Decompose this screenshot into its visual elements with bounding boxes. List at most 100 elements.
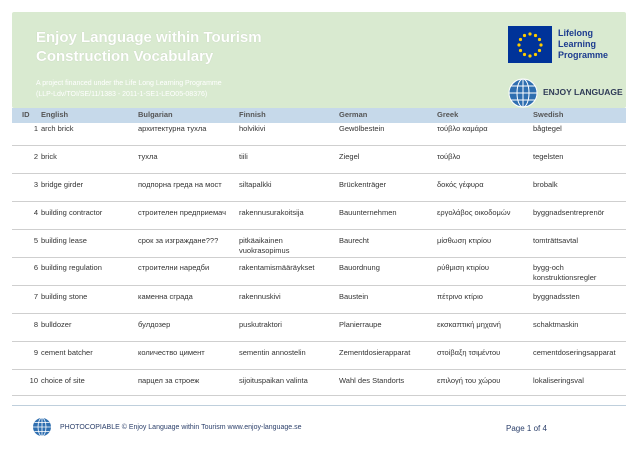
cell-greek: εργολάβος οικοδομών <box>437 208 511 217</box>
cell-bulgarian: количество цимент <box>138 348 205 357</box>
cell-id: 10 <box>29 376 38 385</box>
cell-greek: τούβλο καμάρα <box>437 124 488 133</box>
lifelong-learning-logo: Lifelong Learning Programme <box>508 26 626 66</box>
cell-bulgarian: подпорна греда на мост <box>138 180 222 189</box>
cell-greek: μίσθωση κτιρίου <box>437 236 492 245</box>
table-row: 9 cement batcher количество цимент semen… <box>12 347 626 371</box>
table-row: 6 building regulation строителни наредби… <box>12 262 626 286</box>
table-header: ID English Bulgarian Finnish German Gree… <box>12 108 626 123</box>
column-header-finnish: Finnish <box>239 110 266 119</box>
cell-english: building lease <box>41 236 87 245</box>
cell-swedish: lokaliseringsval <box>533 376 584 385</box>
table-row: 3 bridge girder подпорна греда на мост s… <box>12 179 626 203</box>
column-header-english: English <box>41 110 69 119</box>
cell-bulgarian: строителен предприемач <box>138 208 227 217</box>
cell-greek: πέτρινο κτίριο <box>437 292 483 301</box>
enjoy-language-logo: ENJOY LANGUAGE <box>508 78 630 112</box>
cell-greek: επιλογή του χώρου <box>437 376 501 385</box>
column-header-greek: Greek <box>437 110 459 119</box>
cell-english: building regulation <box>41 263 102 272</box>
row-divider <box>12 145 626 146</box>
cell-swedish: byggnadsentreprenör <box>533 208 605 217</box>
cell-finnish: rakennusurakoitsija <box>239 208 304 217</box>
cell-german: Bauordnung <box>339 263 380 272</box>
cell-greek: δοκός γέφυρα <box>437 180 484 189</box>
row-divider <box>12 257 626 258</box>
cell-id: 6 <box>33 263 38 272</box>
cell-german: Baurecht <box>339 236 370 245</box>
cell-id: 7 <box>33 292 38 301</box>
eu-text-line-3: Programme <box>558 50 609 60</box>
cell-swedish: brobalk <box>533 180 558 189</box>
row-divider <box>12 369 626 370</box>
cell-english: building stone <box>41 292 88 301</box>
cell-english: choice of site <box>41 376 85 385</box>
cell-german: Ziegel <box>339 152 360 161</box>
table-row: 1 arch brick архитектурна тухла holvikiv… <box>12 123 626 147</box>
cell-swedish: cementdoseringsapparat <box>533 348 616 357</box>
cell-bulgarian: строителни наредби <box>138 263 210 272</box>
cell-bulgarian: срок за изграждане??? <box>138 236 219 245</box>
cell-bulgarian: парцел за строеж <box>138 376 200 385</box>
cell-english: arch brick <box>41 124 74 133</box>
eu-programme-name: Lifelong Learning Programme <box>558 28 608 61</box>
eu-flag-icon <box>508 26 552 63</box>
cell-bulgarian: тухла <box>138 152 158 161</box>
cell-greek: εκσκαπτική μηχανή <box>437 320 501 329</box>
cell-english: building contractor <box>41 208 103 217</box>
row-divider <box>12 395 626 396</box>
cell-finnish: holvikivi <box>239 124 266 133</box>
row-divider <box>12 229 626 230</box>
cell-german: Baustein <box>339 292 369 301</box>
cell-german: Brückenträger <box>339 180 387 189</box>
row-divider <box>12 341 626 342</box>
cell-english: cement batcher <box>41 348 93 357</box>
cell-swedish: tomträttsavtal <box>533 236 579 245</box>
row-divider <box>12 285 626 286</box>
cell-finnish: rakennuskivi <box>239 292 281 301</box>
cell-finnish: rakentamismääräykset <box>239 263 315 272</box>
cell-id: 9 <box>33 348 38 357</box>
eu-text-line-2: Learning <box>558 39 597 49</box>
cell-swedish: tegelsten <box>533 152 564 161</box>
column-header-swedish: Swedish <box>533 110 564 119</box>
table-row: 10 choice of site парцел за строеж sijoi… <box>12 375 626 399</box>
globe-icon <box>508 78 538 108</box>
cell-greek: στοίβαξη τσιμέντου <box>437 348 501 357</box>
cell-german: Wahl des Standorts <box>339 376 405 385</box>
cell-swedish: byggnadssten <box>533 292 580 301</box>
cell-german: Gewölbestein <box>339 124 385 133</box>
subtitle-line-1: A project financed under the Life Long L… <box>36 80 222 87</box>
cell-bulgarian: архитектурна тухла <box>138 124 207 133</box>
row-divider <box>12 201 626 202</box>
cell-id: 2 <box>33 152 38 161</box>
cell-id: 1 <box>33 124 38 133</box>
cell-swedish: schaktmaskin <box>533 320 579 329</box>
cell-english: bulldozer <box>41 320 72 329</box>
subtitle-line-2: (LLP-Ldv/TOI/SE/11/1383 - 2011-1-SE1-LEO… <box>36 91 208 98</box>
column-header-bulgarian: Bulgarian <box>138 110 173 119</box>
cell-bulgarian: каменна сграда <box>138 292 193 301</box>
table-row: 4 building contractor строителен предпри… <box>12 207 626 231</box>
cell-english: bridge girder <box>41 180 84 189</box>
enjoy-language-wordmark: ENJOY LANGUAGE <box>543 87 623 97</box>
cell-finnish: siltapalkki <box>239 180 272 189</box>
cell-id: 8 <box>33 320 38 329</box>
title-line-2: Construction Vocabulary <box>36 48 214 65</box>
cell-finnish: pitkäaikainen vuokrasopimus <box>239 236 290 255</box>
column-header-german: German <box>339 110 368 119</box>
table-row: 5 building lease срок за изграждане??? p… <box>12 235 626 259</box>
cell-german: Planierraupe <box>339 320 382 329</box>
page-footer: PHOTOCOPIABLE © Enjoy Language within To… <box>12 405 626 446</box>
cell-bulgarian: булдозер <box>138 320 171 329</box>
cell-finnish: sementin annostelin <box>239 348 306 357</box>
cell-id: 3 <box>33 180 38 189</box>
title-line-1: Enjoy Language within Tourism <box>36 29 262 46</box>
header-banner: Enjoy Language within Tourism Constructi… <box>12 12 626 108</box>
cell-greek: ρύθμιση κτιρίου <box>437 263 489 272</box>
cell-id: 4 <box>33 208 38 217</box>
column-header-id: ID <box>22 110 30 119</box>
eu-text-line-1: Lifelong <box>558 28 593 38</box>
project-subtitle: A project financed under the Life Long L… <box>36 78 222 100</box>
footer-copyright: PHOTOCOPIABLE © Enjoy Language within To… <box>60 424 302 431</box>
